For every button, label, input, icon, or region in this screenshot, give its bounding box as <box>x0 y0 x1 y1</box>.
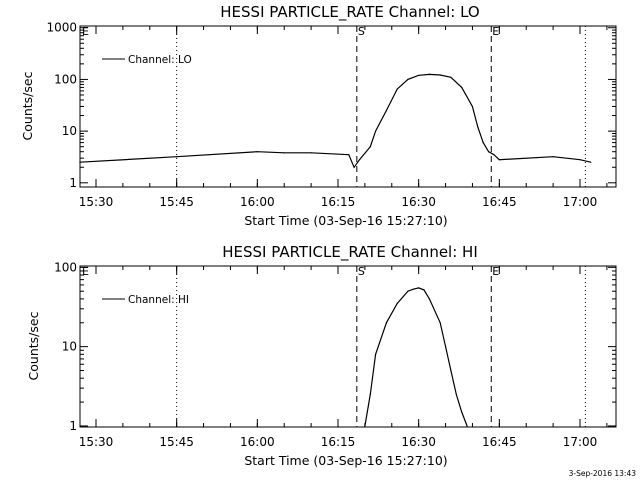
series-hi <box>364 287 468 427</box>
marker-label-s: S <box>358 25 365 38</box>
data-point <box>418 287 420 289</box>
data-point <box>407 78 409 80</box>
data-point <box>396 302 398 305</box>
x-tick-label: 16:15 <box>321 195 356 209</box>
x-tick-label: 16:45 <box>482 435 517 449</box>
data-point <box>418 74 420 76</box>
data-point <box>79 161 81 163</box>
x-tick-label: 17:00 <box>563 435 598 449</box>
corner-e-label: E <box>82 265 89 278</box>
data-point <box>353 166 355 168</box>
y-tick-label: 10 <box>62 340 77 354</box>
data-point <box>439 322 441 324</box>
data-point <box>461 411 463 413</box>
data-point <box>482 142 484 144</box>
data-point <box>385 109 387 112</box>
data-point <box>423 289 425 291</box>
data-point <box>552 156 554 158</box>
series-line-lo <box>79 73 591 169</box>
y-tick-label: 100 <box>54 260 77 274</box>
x-tick-label: 16:00 <box>240 195 275 209</box>
data-point <box>428 73 430 75</box>
data-point <box>455 393 457 395</box>
y-axis-label-hi: Counts/sec <box>26 311 41 380</box>
data-point <box>450 76 452 78</box>
marker-label-e: E <box>492 265 499 278</box>
y-axis-label-lo: Counts/sec <box>20 71 35 140</box>
data-point <box>348 154 350 156</box>
x-tick-label: 16:45 <box>482 195 517 209</box>
x-tick-label: 16:30 <box>401 435 436 449</box>
data-point <box>283 152 285 154</box>
y-tick-label: 1000 <box>46 21 77 35</box>
markers-hi: S EE <box>82 265 586 427</box>
x-tick-label: 15:30 <box>79 435 114 449</box>
plot-frame-lo <box>79 25 617 188</box>
x-tick-label: 15:45 <box>159 195 194 209</box>
corner-e-label: E <box>82 25 89 38</box>
data-point <box>461 86 463 88</box>
series-line-hi <box>364 287 468 427</box>
data-point <box>428 298 430 300</box>
data-point <box>375 130 377 132</box>
panel-hi: HESSI PARTICLE_RATE Channel: HI Counts/s… <box>26 243 617 468</box>
data-point <box>375 353 377 355</box>
x-tick-label: 15:30 <box>79 195 114 209</box>
x-tick-label: 16:15 <box>321 435 356 449</box>
data-point <box>493 154 495 156</box>
y-tick-label: 1 <box>69 176 77 190</box>
y-tick-label: 1 <box>69 419 77 433</box>
data-point <box>256 151 258 153</box>
chart-title-hi: HESSI PARTICLE_RATE Channel: HI <box>222 243 478 262</box>
y-tick-label: 100 <box>54 72 77 86</box>
series-lo <box>79 73 592 169</box>
markers-lo: S EE <box>82 25 586 187</box>
ticks-lo: 15:30 15:45 16:00 16:15 16:30 16:45 17:00 1 10 10… <box>46 21 616 209</box>
data-point <box>412 288 414 290</box>
plot-frame-hi <box>79 265 617 428</box>
ticks-hi: 15:30 15:45 16:00 16:15 16:30 16:45 17:00 1 10 10… <box>54 260 616 449</box>
data-point <box>579 159 581 161</box>
data-point <box>450 369 452 372</box>
x-axis-label-hi: Start Time (03-Sep-16 15:27:10) <box>244 453 447 468</box>
legend-label-hi: Channel: HI <box>128 294 189 306</box>
x-tick-label: 16:00 <box>240 435 275 449</box>
data-point <box>396 88 398 90</box>
x-tick-label: 17:00 <box>563 195 598 209</box>
data-point <box>176 156 178 158</box>
data-point <box>498 159 500 161</box>
x-tick-label: 15:45 <box>159 435 194 449</box>
marker-label-s: S <box>358 265 365 278</box>
data-point <box>477 126 479 128</box>
data-point <box>369 393 371 395</box>
data-point <box>488 151 490 153</box>
legend-label-lo: Channel: LO <box>128 54 192 66</box>
data-point <box>466 425 468 427</box>
data-point <box>590 161 592 163</box>
panel-lo: HESSI PARTICLE_RATE Channel: LO Counts/s… <box>20 3 617 228</box>
data-point <box>445 346 447 348</box>
data-point <box>407 290 409 292</box>
data-point <box>385 322 387 324</box>
footer-timestamp: 3-Sep-2016 13:43 <box>569 469 637 478</box>
y-tick-label: 10 <box>62 124 77 138</box>
data-point <box>364 425 366 427</box>
marker-label-e: E <box>492 25 499 38</box>
chart-title-lo: HESSI PARTICLE_RATE Channel: LO <box>220 3 479 22</box>
data-point <box>358 159 361 161</box>
data-point <box>471 105 473 108</box>
data-point <box>369 146 371 148</box>
data-point <box>310 152 312 154</box>
data-point <box>439 74 441 76</box>
x-axis-label-lo: Start Time (03-Sep-16 15:27:10) <box>244 213 447 228</box>
x-tick-label: 16:30 <box>401 195 436 209</box>
